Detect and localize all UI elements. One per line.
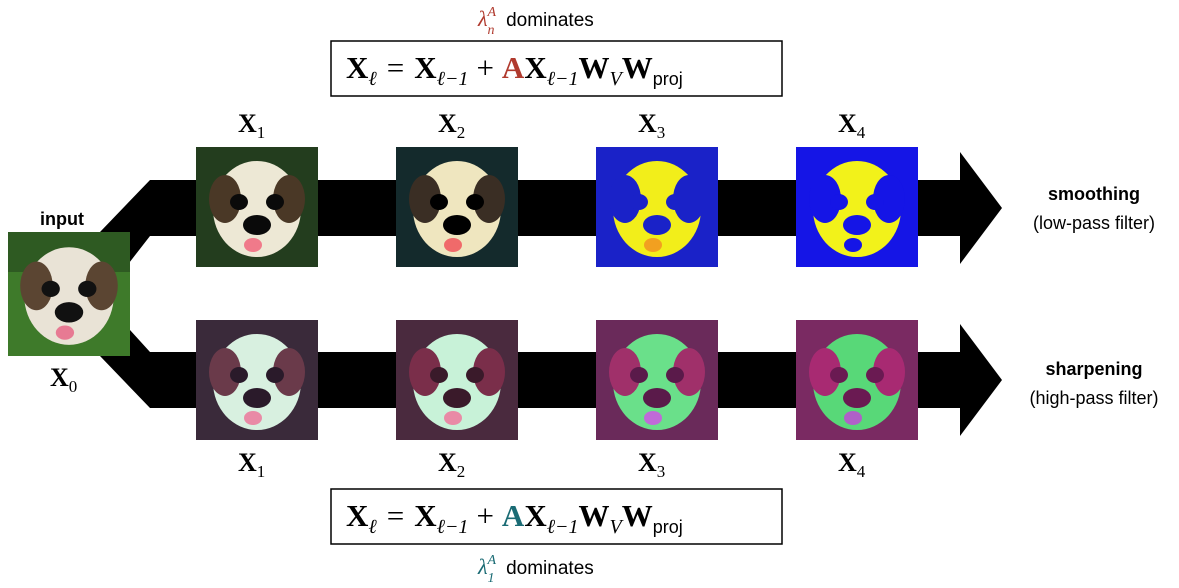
bottom-equation: Xℓ = Xℓ−1 + AXℓ−1WVWproj: [346, 498, 683, 538]
top-image-4: [796, 147, 918, 267]
bottom-caption: λ1A dominates: [477, 553, 594, 586]
top-image-3: [596, 147, 718, 267]
bottom-label-x4: X4: [838, 448, 866, 481]
bottom-band-arrow: [150, 324, 1002, 436]
top-label-x1: X1: [238, 109, 265, 142]
smoothing-title: smoothing: [1048, 184, 1140, 204]
top-image-1: [196, 147, 318, 267]
input-image: [8, 232, 130, 356]
bottom-image-1: [196, 320, 318, 440]
top-equation-box: [330, 40, 783, 97]
sharpening-sub: (high-pass filter): [1029, 388, 1158, 408]
sharpening-title: sharpening: [1045, 359, 1142, 379]
top-equation: Xℓ = Xℓ−1 + AXℓ−1WVWproj: [346, 50, 683, 90]
bottom-label-x2: X2: [438, 448, 465, 481]
bottom-label-x3: X3: [638, 448, 665, 481]
bottom-image-4: [796, 320, 918, 440]
bottom-label-x1: X1: [238, 448, 265, 481]
top-label-x2: X2: [438, 109, 465, 142]
bottom-image-2: [396, 320, 518, 440]
smoothing-sub: (low-pass filter): [1033, 213, 1155, 233]
bottom-equation-box: [330, 488, 783, 545]
input-title: input: [40, 209, 84, 229]
top-image-2: [396, 147, 518, 267]
top-label-x3: X3: [638, 109, 665, 142]
top-caption: λnA dominates: [477, 5, 594, 38]
input-label-x0: X0: [50, 363, 77, 396]
top-label-x4: X4: [838, 109, 866, 142]
top-band-arrow: [150, 152, 1002, 264]
bottom-image-3: [596, 320, 718, 440]
